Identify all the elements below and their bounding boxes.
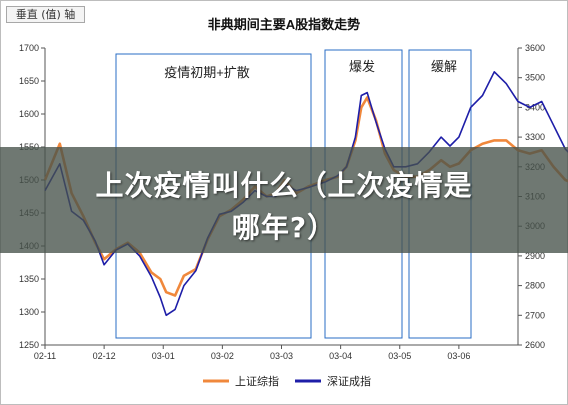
right-tick-label: 2900	[525, 251, 545, 261]
overlay-headline-line2: 哪年?）	[231, 211, 337, 244]
annotation-label: 爆发	[349, 59, 375, 74]
left-tick-label: 1600	[19, 109, 39, 119]
title-overlay-band	[0, 147, 568, 253]
x-tick-label: 03-05	[388, 351, 411, 361]
overlay-headline-line1: 上次疫情叫什么（上次疫情是	[95, 169, 473, 202]
right-tick-label: 3600	[525, 43, 545, 53]
x-tick-label: 03-04	[329, 351, 352, 361]
left-tick-label: 1300	[19, 307, 39, 317]
axis-tooltip: 垂直 (值) 轴	[6, 6, 85, 23]
left-tick-label: 1700	[19, 43, 39, 53]
right-tick-label: 2600	[525, 340, 545, 350]
left-tick-label: 1350	[19, 274, 39, 284]
left-tick-label: 1250	[19, 340, 39, 350]
annotation-label: 疫情初期+扩散	[164, 65, 250, 80]
x-tick-label: 03-01	[152, 351, 175, 361]
left-tick-label: 1650	[19, 76, 39, 86]
right-tick-label: 3300	[525, 132, 545, 142]
x-tick-label: 03-02	[211, 351, 234, 361]
x-tick-label: 02-12	[93, 351, 116, 361]
right-tick-label: 3400	[525, 102, 545, 112]
legend-label: 深证成指	[327, 374, 371, 388]
right-tick-label: 2700	[525, 310, 545, 320]
x-tick-label: 03-06	[447, 351, 470, 361]
chart-title: 非典期间主要A股指数走势	[208, 17, 360, 32]
annotation-label: 缓解	[431, 59, 457, 74]
x-tick-label: 03-03	[270, 351, 293, 361]
right-tick-label: 3500	[525, 73, 545, 83]
legend-label: 上证综指	[235, 374, 279, 388]
right-tick-label: 2800	[525, 281, 545, 291]
x-tick-label: 02-11	[34, 351, 56, 361]
